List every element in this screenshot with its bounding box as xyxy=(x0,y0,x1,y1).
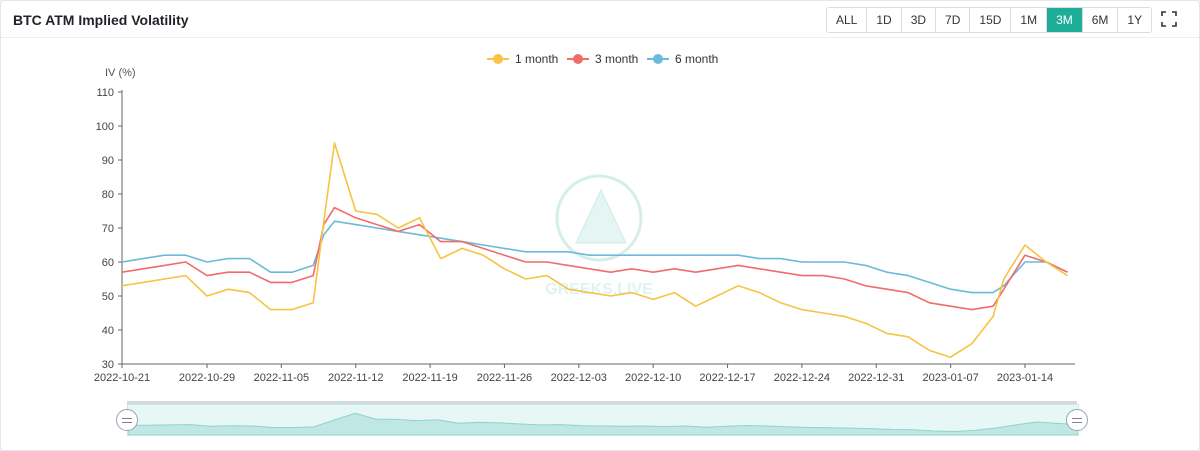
range-button-1y[interactable]: 1Y xyxy=(1118,8,1152,32)
y-tick-label: 100 xyxy=(96,121,114,133)
x-tick-label: 2022-11-05 xyxy=(254,372,309,384)
x-tick-label: 2023-01-07 xyxy=(922,372,978,384)
x-tick-label: 2023-01-14 xyxy=(997,372,1053,384)
y-axis-label: IV (%) xyxy=(105,67,136,79)
chart-title: BTC ATM Implied Volatility xyxy=(13,12,189,28)
y-tick-label: 40 xyxy=(102,325,114,337)
fullscreen-icon[interactable] xyxy=(1161,11,1177,27)
line-chart: GREEKS.LIVE IV (%) 30 40 50 60 70 80 90 100 110 202… xyxy=(94,52,1075,384)
x-tick-label: 2022-12-31 xyxy=(848,372,904,384)
series-line-6-month xyxy=(121,220,1068,294)
zoom-slider-preview xyxy=(127,412,1079,436)
legend-marker xyxy=(653,54,663,64)
y-tick-label: 60 xyxy=(102,257,114,269)
x-tick-label: 2022-12-17 xyxy=(699,372,755,384)
range-button-1d[interactable]: 1D xyxy=(867,8,902,32)
legend-label: 3 month xyxy=(595,52,638,66)
x-tick-label: 2022-11-26 xyxy=(477,372,532,384)
x-tick-label: 2022-12-03 xyxy=(551,372,607,384)
range-button-3d[interactable]: 3D xyxy=(901,8,937,32)
range-button-7d[interactable]: 7D xyxy=(936,8,971,32)
series-line-3-month xyxy=(121,206,1068,311)
x-tick-label: 2022-10-29 xyxy=(179,372,235,384)
y-tick-label: 50 xyxy=(102,291,114,303)
watermark-triangle-icon xyxy=(575,188,627,244)
zoom-handle-right[interactable] xyxy=(1066,409,1088,431)
y-tick-label: 90 xyxy=(102,155,114,167)
legend-marker xyxy=(573,54,583,64)
legend-label: 1 month xyxy=(515,52,558,66)
zoom-handle-left[interactable] xyxy=(116,409,138,431)
y-tick-label: 30 xyxy=(102,359,114,371)
range-button-1m[interactable]: 1M xyxy=(1011,8,1048,32)
card-header: BTC ATM Implied Volatility ALL 1D 3D 7D 15D 1… xyxy=(1,1,1199,38)
range-button-6m[interactable]: 6M xyxy=(1082,8,1119,32)
x-tick-label: 2022-12-24 xyxy=(774,372,830,384)
legend-label: 6 month xyxy=(675,52,718,66)
x-tick-label: 2022-10-21 xyxy=(94,372,150,384)
range-button-all[interactable]: ALL xyxy=(827,8,868,32)
y-tick-label: 80 xyxy=(102,189,114,201)
series-line-1-month xyxy=(121,142,1068,359)
y-tick-label: 110 xyxy=(96,87,114,99)
zoom-slider[interactable] xyxy=(127,404,1079,436)
range-selector: ALL 1D 3D 7D 15D 1M 3M 6M 1Y xyxy=(826,7,1153,33)
range-button-15d[interactable]: 15D xyxy=(970,8,1012,32)
x-tick-label: 2022-11-12 xyxy=(328,372,383,384)
legend-marker xyxy=(493,54,503,64)
x-tick-label: 2022-12-10 xyxy=(625,372,681,384)
range-button-3m[interactable]: 3M xyxy=(1047,8,1083,32)
y-tick-label: 70 xyxy=(102,223,114,235)
x-tick-label: 2022-11-19 xyxy=(402,372,457,384)
watermark-logo-icon xyxy=(555,174,643,262)
watermark-text: GREEKS.LIVE xyxy=(545,281,653,298)
